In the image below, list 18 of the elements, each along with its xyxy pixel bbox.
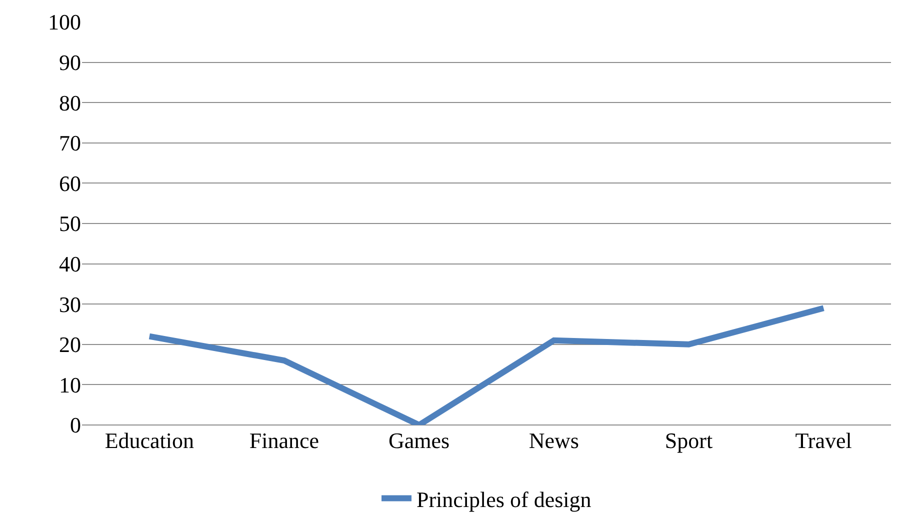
y-tick-label: 70 <box>59 130 81 156</box>
x-tick-label: News <box>528 428 579 453</box>
x-tick-label: Sport <box>664 428 713 453</box>
y-tick-label: 40 <box>59 252 81 276</box>
y-tick-label: 0 <box>70 412 81 438</box>
y-tick-label: 90 <box>59 50 81 75</box>
y-tick-label: 50 <box>59 211 81 236</box>
legend-label: Principles of design <box>416 486 592 512</box>
x-tick-label: Education <box>104 428 194 453</box>
x-tick-label: Games <box>388 428 450 453</box>
y-tick-label: 10 <box>59 372 81 398</box>
y-tick-label: 20 <box>59 332 81 358</box>
x-tick-label: Travel <box>795 428 852 453</box>
x-tick-label: Finance <box>249 428 320 453</box>
y-tick-label: 30 <box>59 292 81 317</box>
y-tick-label: 100 <box>48 10 81 35</box>
y-tick-label: 60 <box>59 170 81 196</box>
y-tick-label: 80 <box>59 90 81 116</box>
